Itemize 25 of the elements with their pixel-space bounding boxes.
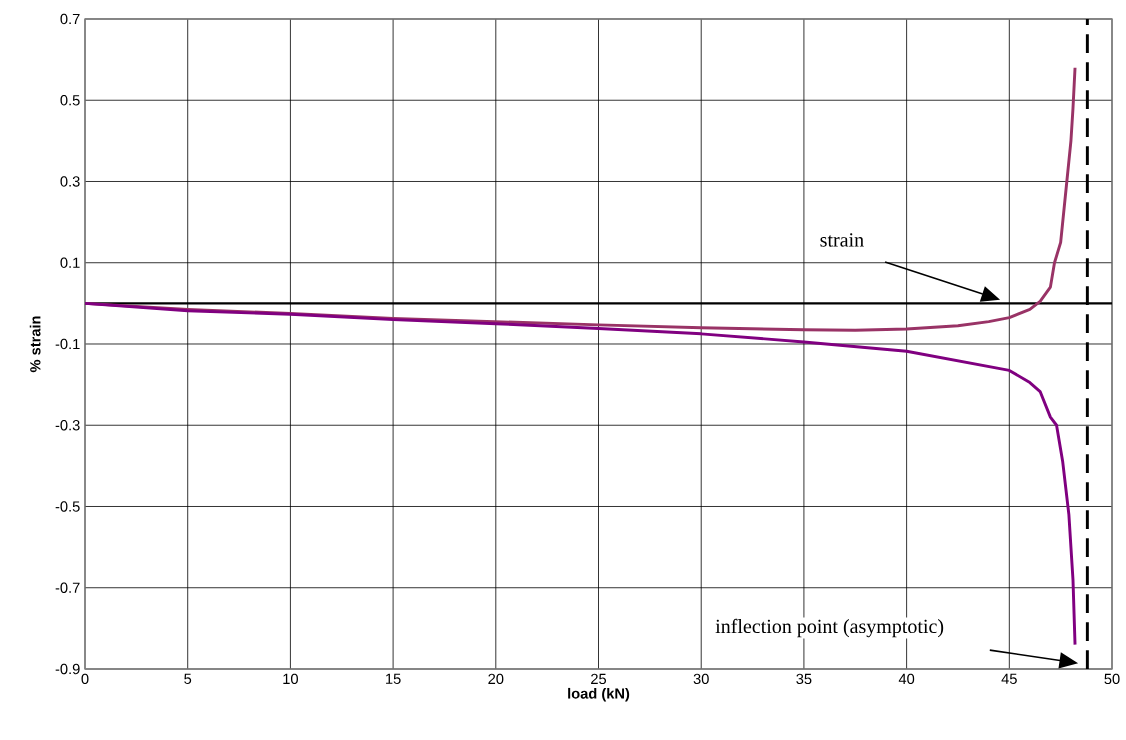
y-tick-label: 0.7: [60, 13, 80, 25]
line-series: [83, 301, 1077, 647]
y-tick-label: 0.1: [60, 257, 80, 268]
x-tick-label: 30: [693, 673, 709, 685]
annotation: strain: [820, 233, 864, 247]
x-tick-label: 25: [591, 673, 607, 685]
y-tick-label: -0.1: [55, 338, 80, 350]
x-tick-label: 15: [386, 673, 401, 684]
x-tick-label: 40: [898, 673, 915, 685]
y-tick-label: -0.7: [55, 582, 80, 593]
x-axis-title: load (kN): [568, 687, 630, 702]
x-tick-label: 45: [1001, 673, 1017, 684]
y-tick-label: 0.5: [60, 95, 80, 106]
y-tick-label: 0.3: [60, 176, 80, 187]
y-tick-label: -0.9: [55, 663, 80, 675]
x-tick-label: 35: [796, 673, 812, 685]
x-tick-label: 0: [81, 673, 89, 685]
x-tick-label: 20: [488, 673, 504, 685]
y-tick-label: -0.3: [55, 420, 80, 431]
x-tick-label: 50: [1104, 673, 1120, 685]
x-tick-label: 10: [283, 673, 298, 685]
y-tick-label: -0.5: [55, 501, 80, 512]
annotation: inflection point (asymptotic): [715, 618, 944, 638]
y-axis-title: % strain: [29, 316, 41, 373]
x-tick-label: 5: [184, 673, 192, 684]
